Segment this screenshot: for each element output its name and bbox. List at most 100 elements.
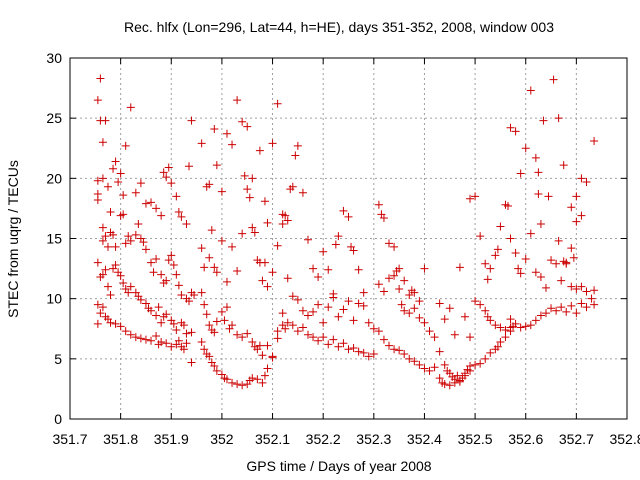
data-point (157, 270, 166, 279)
data-point (572, 285, 581, 294)
data-point (491, 321, 500, 330)
data-point (541, 283, 550, 292)
data-point (331, 240, 340, 249)
data-point (374, 327, 383, 336)
data-point (172, 270, 181, 279)
data-point (569, 253, 578, 262)
x-tick-label: 352.5 (458, 431, 493, 447)
data-point (516, 323, 525, 332)
data-point (486, 316, 495, 325)
data-point (344, 297, 353, 306)
data-point (288, 321, 297, 330)
data-point (314, 336, 323, 345)
data-point (415, 313, 424, 322)
data-point (587, 294, 596, 303)
data-point (273, 241, 282, 250)
data-point (354, 299, 363, 308)
data-point (220, 316, 229, 325)
data-point (334, 342, 343, 351)
data-point (329, 335, 338, 344)
axis-ticks (69, 57, 628, 420)
data-point (395, 285, 404, 294)
data-point (212, 161, 221, 170)
data-point (205, 352, 214, 361)
data-point (395, 346, 404, 355)
data-point (349, 246, 358, 255)
data-point (334, 232, 343, 241)
data-point (309, 333, 318, 342)
x-axis-title: GPS time / Days of year 2008 (246, 458, 431, 474)
data-point (174, 281, 183, 290)
data-point (534, 168, 543, 177)
data-point (319, 247, 328, 256)
data-point (228, 321, 237, 330)
data-point (253, 375, 262, 384)
data-point (374, 200, 383, 209)
data-point (98, 236, 107, 245)
data-point (136, 295, 145, 304)
data-point (425, 366, 434, 375)
data-point (101, 116, 110, 125)
data-point (233, 330, 242, 339)
data-point (222, 129, 231, 138)
data-point (415, 297, 424, 306)
data-point (197, 139, 206, 148)
data-point (385, 274, 394, 283)
data-point (260, 258, 269, 267)
data-point (124, 232, 133, 241)
x-tick-label: 352.3 (356, 431, 391, 447)
data-point (250, 228, 259, 237)
data-point (395, 264, 404, 273)
data-point (539, 116, 548, 125)
data-point (298, 188, 307, 197)
data-point (303, 330, 312, 339)
data-point (222, 303, 231, 312)
data-point (200, 263, 209, 272)
data-point (483, 275, 492, 284)
data-point (471, 360, 480, 369)
data-point (544, 192, 553, 201)
data-point (260, 197, 269, 206)
data-point (493, 245, 502, 254)
data-point (106, 318, 115, 327)
data-point (157, 318, 166, 327)
data-point (228, 140, 237, 149)
data-point (455, 263, 464, 272)
data-point (379, 287, 388, 296)
data-point (496, 323, 505, 332)
data-point (374, 280, 383, 289)
x-tick-label: 352.4 (407, 431, 442, 447)
data-point (98, 138, 107, 147)
data-point (98, 270, 107, 279)
data-point (481, 306, 490, 315)
y-tick-label: 0 (54, 411, 62, 427)
data-point (349, 344, 358, 353)
data-point (101, 232, 110, 241)
data-point (450, 378, 459, 387)
data-point (410, 288, 419, 297)
data-point (243, 329, 252, 338)
data-point (141, 199, 150, 208)
data-point (228, 242, 237, 251)
data-point (582, 303, 591, 312)
data-point (567, 203, 576, 212)
data-point (319, 318, 328, 327)
data-point (283, 216, 292, 225)
data-point (248, 174, 257, 183)
data-point (354, 347, 363, 356)
data-point (263, 218, 272, 227)
data-point (379, 335, 388, 344)
data-point (506, 315, 515, 324)
data-point (273, 327, 282, 336)
data-point (481, 259, 490, 268)
data-point (157, 337, 166, 346)
data-point (547, 304, 556, 313)
data-point (103, 282, 112, 291)
data-point (268, 139, 277, 148)
data-point (554, 114, 563, 123)
data-point (172, 325, 181, 334)
data-point (511, 248, 520, 257)
data-point (324, 340, 333, 349)
data-point (471, 192, 480, 201)
data-point (501, 325, 510, 334)
